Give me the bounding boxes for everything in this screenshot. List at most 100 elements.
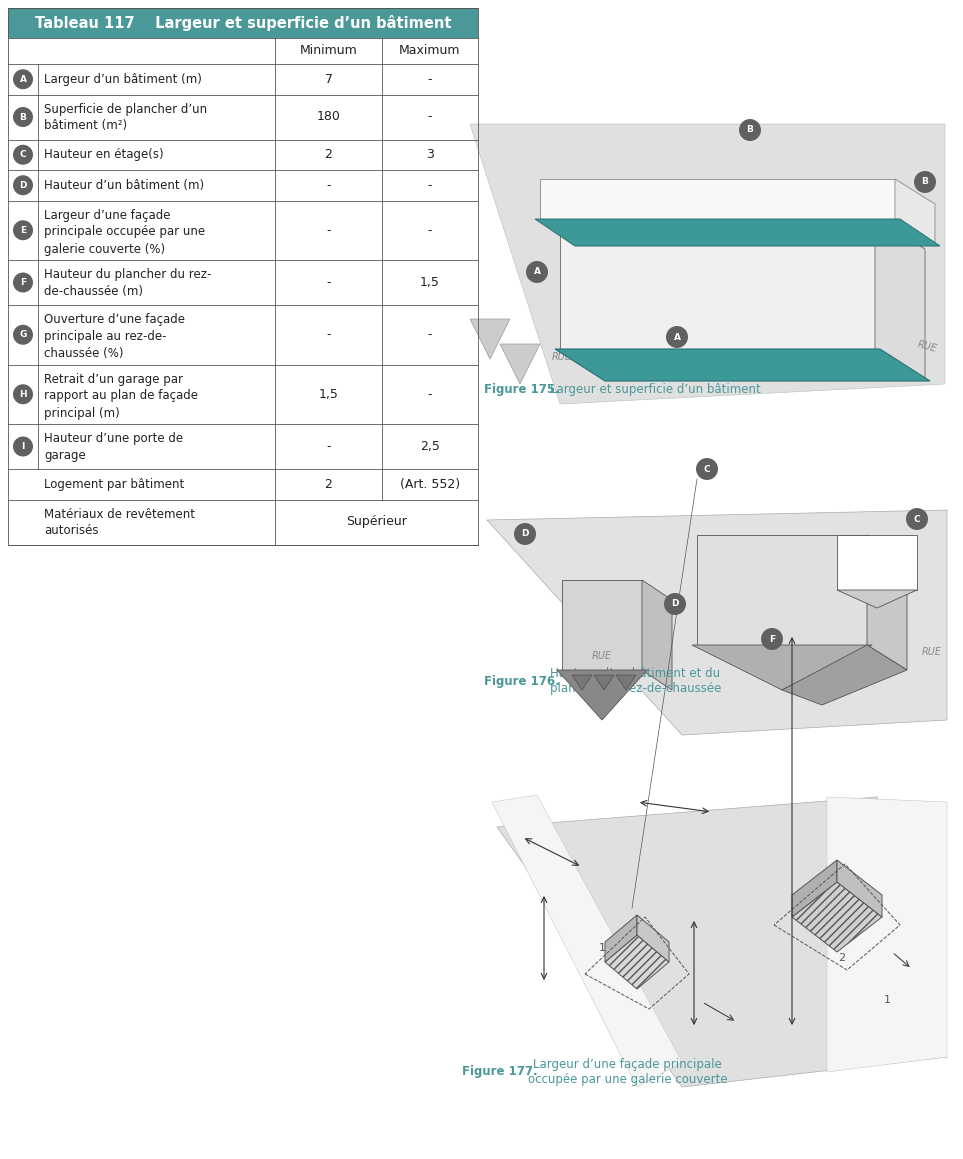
Polygon shape xyxy=(895,178,935,245)
Text: Matériaux de revêtement
autorisés: Matériaux de revêtement autorisés xyxy=(44,508,195,538)
Polygon shape xyxy=(572,675,592,690)
Polygon shape xyxy=(560,219,875,349)
Text: D: D xyxy=(521,530,529,539)
Text: -: - xyxy=(428,224,432,236)
Text: -: - xyxy=(326,440,330,453)
Text: 1: 1 xyxy=(598,943,606,953)
Polygon shape xyxy=(827,797,947,1072)
Text: D: D xyxy=(19,181,27,190)
Polygon shape xyxy=(792,860,837,917)
Text: Hauteur du plancher du rez-
de-chaussée (m): Hauteur du plancher du rez- de-chaussée … xyxy=(44,268,211,298)
Bar xyxy=(8,170,478,201)
Text: 7: 7 xyxy=(325,73,332,86)
Text: Tableau 117    Largeur et superficie d’un bâtiment: Tableau 117 Largeur et superficie d’un b… xyxy=(35,15,452,31)
Bar xyxy=(8,139,478,170)
Text: Retrait d’un garage par
rapport au plan de façade
principal (m): Retrait d’un garage par rapport au plan … xyxy=(44,372,198,420)
Text: -: - xyxy=(428,110,432,124)
Text: F: F xyxy=(20,278,26,287)
Text: -: - xyxy=(326,178,330,191)
Circle shape xyxy=(13,272,33,292)
Polygon shape xyxy=(637,914,669,962)
Circle shape xyxy=(13,107,33,127)
Text: -: - xyxy=(326,276,330,289)
Bar xyxy=(8,8,478,38)
Polygon shape xyxy=(782,646,907,705)
Circle shape xyxy=(761,628,783,650)
Bar xyxy=(8,38,478,64)
Text: Hauteur d’un bâtiment et du
plancher du rez-de-chaussée: Hauteur d’un bâtiment et du plancher du … xyxy=(550,666,721,695)
Polygon shape xyxy=(535,219,940,246)
Text: Maximum: Maximum xyxy=(400,44,460,58)
Text: Superficie de plancher d’un
bâtiment (m²): Superficie de plancher d’un bâtiment (m²… xyxy=(44,102,207,132)
Polygon shape xyxy=(540,178,895,219)
Text: Logement par bâtiment: Logement par bâtiment xyxy=(44,478,184,490)
Text: RUE: RUE xyxy=(592,651,612,661)
Circle shape xyxy=(739,119,761,141)
Text: H: H xyxy=(19,389,27,399)
Text: A: A xyxy=(534,268,540,277)
Circle shape xyxy=(514,523,536,545)
Text: Largeur d’un bâtiment (m): Largeur d’un bâtiment (m) xyxy=(44,73,202,86)
Circle shape xyxy=(13,175,33,195)
Text: C: C xyxy=(704,465,711,474)
Text: (Art. 552): (Art. 552) xyxy=(400,478,460,490)
Polygon shape xyxy=(837,535,917,590)
Polygon shape xyxy=(557,670,647,720)
Polygon shape xyxy=(594,675,614,690)
Bar xyxy=(8,8,478,545)
Text: Supérieur: Supérieur xyxy=(346,516,407,529)
Text: A: A xyxy=(673,333,681,342)
Text: 1,5: 1,5 xyxy=(319,388,338,401)
Text: Ouverture d’une façade
principale au rez-de-
chaussée (%): Ouverture d’une façade principale au rez… xyxy=(44,313,185,360)
Circle shape xyxy=(906,508,928,530)
Bar xyxy=(8,500,478,545)
Bar xyxy=(8,201,478,260)
Polygon shape xyxy=(605,914,637,962)
Text: 3: 3 xyxy=(426,148,434,161)
Text: Figure 176.: Figure 176. xyxy=(484,675,560,687)
Text: F: F xyxy=(768,634,775,643)
Polygon shape xyxy=(692,646,872,690)
Bar xyxy=(8,305,478,364)
Text: 2: 2 xyxy=(325,478,332,490)
Text: -: - xyxy=(428,178,432,191)
Text: G: G xyxy=(19,330,27,340)
Polygon shape xyxy=(837,860,882,917)
Text: RUE: RUE xyxy=(916,340,938,355)
Text: 180: 180 xyxy=(317,110,341,124)
Text: Figure 175.: Figure 175. xyxy=(484,382,560,395)
Polygon shape xyxy=(867,535,907,670)
Polygon shape xyxy=(497,797,947,1087)
Polygon shape xyxy=(837,590,917,608)
Text: Minimum: Minimum xyxy=(299,44,357,58)
Text: RUE: RUE xyxy=(922,647,942,657)
Text: 2,5: 2,5 xyxy=(420,440,440,453)
Text: B: B xyxy=(922,177,928,187)
Text: -: - xyxy=(428,73,432,86)
Text: Figure 177.: Figure 177. xyxy=(462,1065,537,1079)
Circle shape xyxy=(13,385,33,404)
Text: C: C xyxy=(19,151,26,159)
Circle shape xyxy=(696,458,718,480)
Polygon shape xyxy=(562,580,642,670)
Circle shape xyxy=(526,261,548,283)
Circle shape xyxy=(13,220,33,240)
Text: A: A xyxy=(19,74,27,83)
Text: E: E xyxy=(20,226,26,235)
Circle shape xyxy=(13,70,33,89)
Polygon shape xyxy=(616,675,636,690)
Text: Largeur d’une façade principale
occupée par une galerie couverte: Largeur d’une façade principale occupée … xyxy=(528,1058,728,1086)
Bar xyxy=(8,260,478,305)
Text: I: I xyxy=(21,442,25,451)
Text: -: - xyxy=(428,328,432,341)
Polygon shape xyxy=(697,535,867,646)
Polygon shape xyxy=(500,344,540,384)
Text: -: - xyxy=(326,328,330,341)
Circle shape xyxy=(666,326,688,348)
Circle shape xyxy=(13,437,33,457)
Text: Largeur d’une façade
principale occupée par une
galerie couverte (%): Largeur d’une façade principale occupée … xyxy=(44,209,205,255)
Polygon shape xyxy=(487,510,947,735)
Text: Hauteur en étage(s): Hauteur en étage(s) xyxy=(44,148,164,161)
Text: B: B xyxy=(19,112,26,122)
Polygon shape xyxy=(555,349,930,381)
